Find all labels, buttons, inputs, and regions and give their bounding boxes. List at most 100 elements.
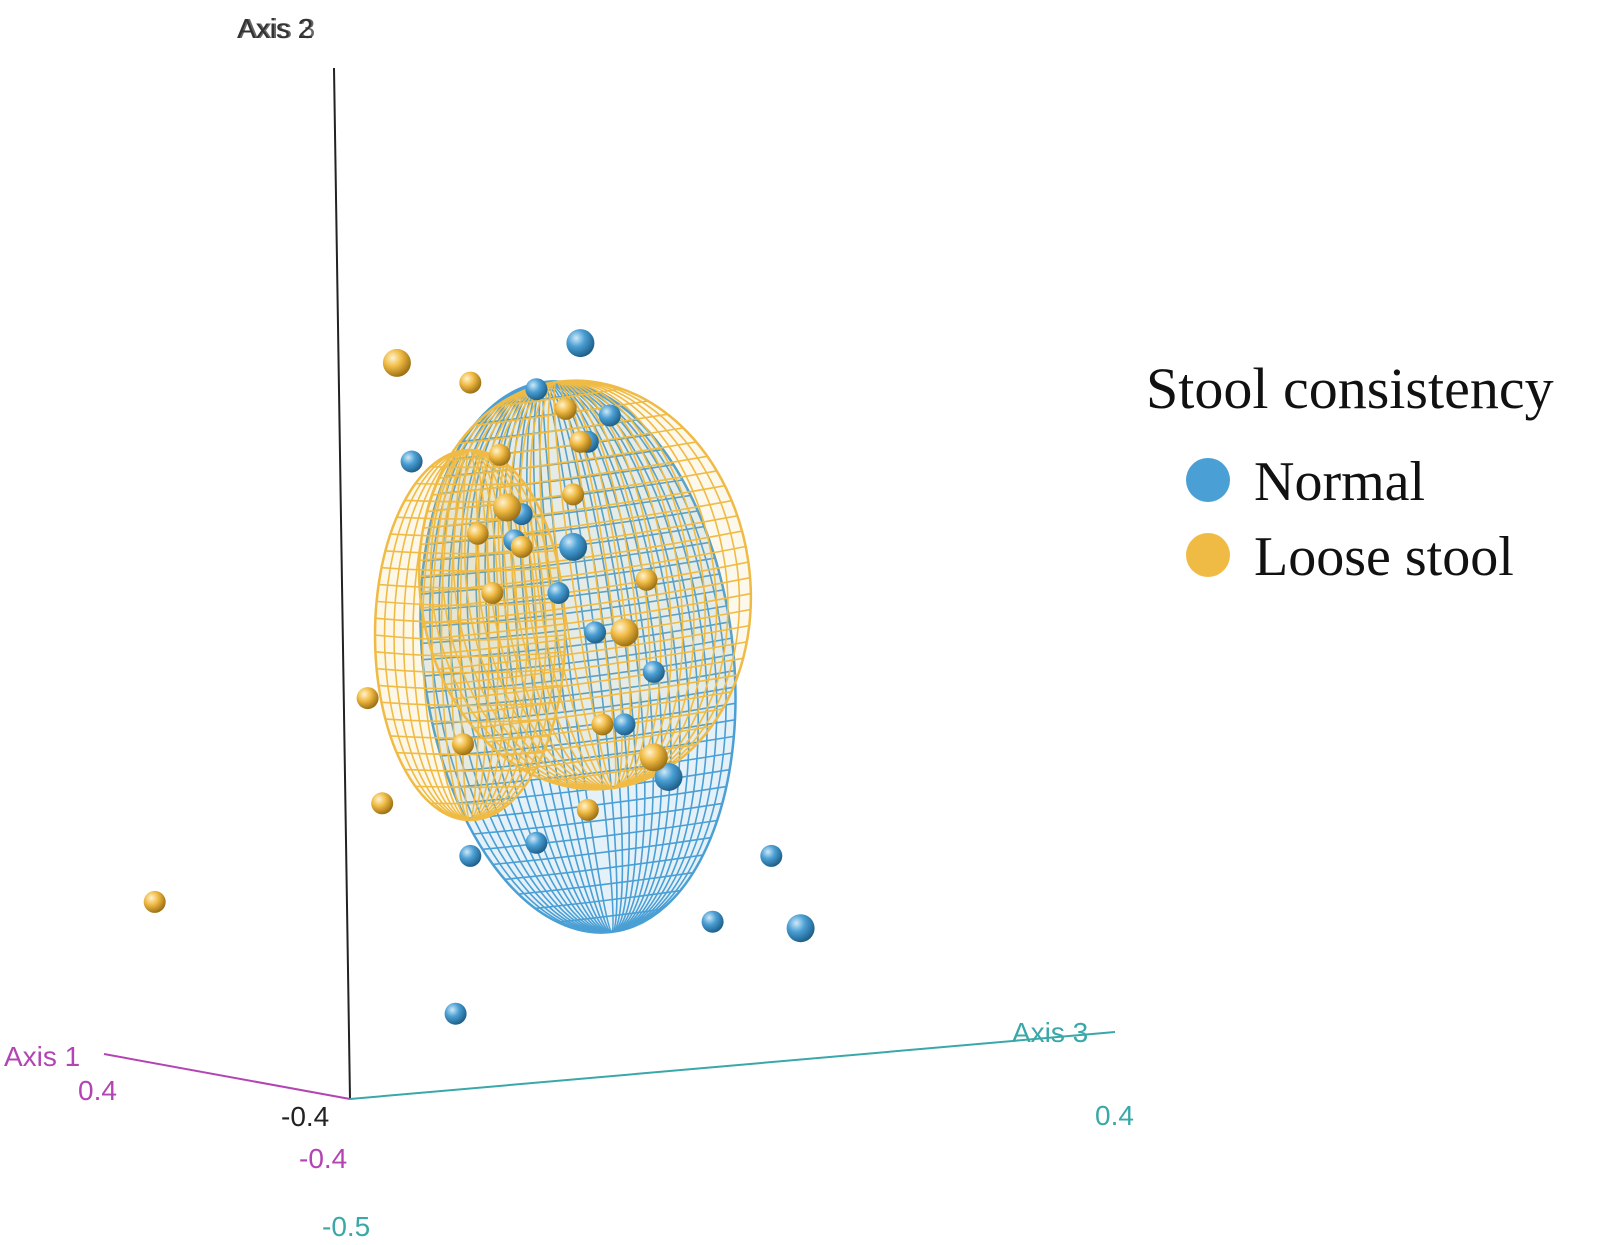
axis1-label: Axis 1 [4, 1041, 80, 1072]
data-point-loose-stool [591, 713, 614, 736]
mesh-latitude-line [376, 667, 564, 674]
mesh-latitude-line [440, 719, 736, 757]
mesh-latitude-line [438, 441, 697, 479]
mesh-latitude-line [424, 576, 751, 625]
mesh-latitude-line [404, 499, 536, 503]
data-point-normal [584, 621, 607, 644]
mesh-latitude-line [447, 427, 684, 462]
mesh-latitude-line [458, 413, 668, 445]
data-point-normal [760, 844, 783, 867]
data-point-loose-stool [610, 618, 639, 647]
mesh-latitude-line [396, 751, 544, 756]
mesh-latitude-line [436, 702, 736, 741]
axis3-tick-origin: -0.5 [322, 1211, 370, 1242]
axes [103, 67, 1116, 1100]
data-point-loose-stool [382, 348, 411, 377]
mesh-latitude-line [473, 691, 732, 729]
data-point-loose-stool [481, 582, 504, 604]
mesh-latitude-line [535, 889, 681, 910]
mesh-longitude-line [429, 380, 741, 790]
legend-title: Stool consistency [1146, 356, 1554, 421]
data-point-normal [559, 532, 588, 561]
mesh-longitude-line [421, 450, 519, 820]
data-point-loose-stool [452, 733, 474, 756]
mesh-latitude-line [404, 768, 536, 772]
mesh-latitude-line [492, 836, 711, 866]
data-points [143, 329, 815, 1025]
mesh-latitude-line [378, 684, 562, 690]
legend-swatch-loose-stool [1186, 533, 1230, 577]
data-point-loose-stool [488, 443, 511, 466]
axis-labels: Axis 2 Axis 3 Axis 1 0.4 -0.4 -0.4 -0.5 … [4, 13, 1134, 1242]
vertical-axis-line [333, 67, 351, 1100]
data-point-normal [613, 713, 636, 736]
mesh-latitude-line [427, 592, 751, 640]
data-point-loose-stool [576, 798, 599, 821]
data-point-normal [459, 844, 482, 867]
data-point-loose-stool [562, 483, 585, 506]
data-point-loose-stool [639, 743, 668, 772]
data-point-loose-stool [371, 792, 394, 815]
mesh-latitude-line [462, 674, 739, 715]
data-point-normal [701, 910, 724, 933]
data-point-normal [525, 378, 548, 401]
top-axis-label-a: Axis 2 [237, 13, 313, 44]
mesh-latitude-line [375, 634, 565, 641]
data-point-normal [598, 404, 621, 427]
legend-label-loose-stool: Loose stool [1254, 526, 1514, 588]
data-point-normal [400, 450, 423, 473]
data-point-normal [444, 1002, 467, 1025]
mesh-longitude-line [383, 450, 557, 820]
data-point-loose-stool [569, 430, 592, 453]
data-point-loose-stool [493, 493, 521, 522]
data-point-normal [566, 329, 595, 358]
data-point-normal [786, 914, 815, 943]
legend: Stool consistency Normal Loose stool [1146, 356, 1554, 588]
data-point-loose-stool [554, 397, 577, 420]
mesh-latitude-line [378, 583, 562, 589]
axis3-line [349, 1031, 1116, 1100]
axis1-tick-origin: -0.4 [299, 1143, 347, 1174]
mesh-latitude-line [375, 651, 565, 658]
data-point-loose-stool [459, 371, 482, 394]
mesh-longitude-line [431, 450, 509, 820]
mesh-latitude-line [518, 871, 694, 895]
axis1-line [103, 1053, 351, 1100]
data-point-loose-stool [356, 687, 379, 710]
mesh-latitude-line [422, 541, 711, 579]
top-axis-label-b: Axis 3 [239, 13, 315, 44]
mesh-latitude-line [521, 743, 697, 770]
mesh-latitude-line [385, 550, 555, 555]
mesh-latitude-line [381, 701, 559, 707]
mesh-latitude-line [421, 561, 749, 609]
mesh-longitude-line [393, 450, 547, 820]
mesh-latitude-line [375, 617, 565, 624]
data-point-loose-stool [143, 890, 166, 913]
legend-swatch-normal [1186, 458, 1230, 502]
mesh-latitude-line [385, 718, 555, 723]
mesh-latitude-line [445, 641, 747, 686]
vertical-axis-tick-origin: -0.4 [281, 1101, 329, 1132]
mesh-longitude-line [412, 450, 528, 820]
mesh-longitude-line [402, 450, 538, 820]
mesh-latitude-line [381, 566, 559, 572]
data-point-loose-stool [635, 568, 658, 591]
axis3-label: Axis 3 [1012, 1017, 1088, 1048]
data-point-normal [642, 660, 665, 683]
legend-label-normal: Normal [1254, 451, 1425, 513]
ellipsoid-loose-stool [373, 379, 753, 822]
mesh-latitude-line [420, 573, 720, 612]
mesh-longitude-line [450, 450, 490, 820]
mesh-latitude-line [431, 455, 708, 496]
mesh-latitude-line [453, 657, 744, 700]
mesh-longitude-line [459, 450, 481, 820]
data-point-loose-stool [466, 522, 489, 545]
data-point-normal [525, 831, 548, 854]
data-point-normal [654, 763, 683, 791]
mesh-latitude-line [376, 600, 564, 607]
axis1-tick-near: 0.4 [78, 1075, 117, 1106]
mesh-longitude-line [440, 450, 500, 820]
axis3-tick-far: 0.4 [1095, 1100, 1134, 1131]
data-point-normal [547, 582, 570, 604]
